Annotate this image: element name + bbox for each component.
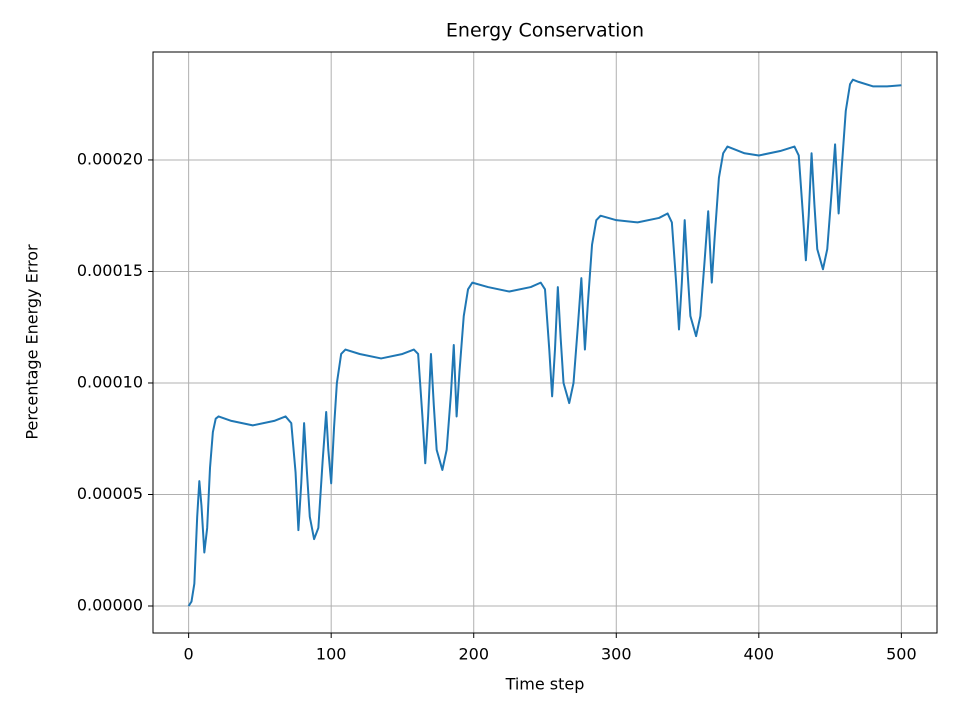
y-tick-label: 0.00010 [77, 372, 143, 391]
x-axis-label: Time step [505, 675, 585, 694]
x-tick-label: 400 [744, 645, 775, 664]
y-axis-label: Percentage Energy Error [23, 244, 42, 440]
y-tick-label: 0.00000 [77, 596, 143, 615]
plot-frame [152, 51, 938, 634]
data-line [187, 78, 902, 607]
y-tick-label: 0.00020 [77, 149, 143, 168]
x-tick-label: 500 [886, 645, 917, 664]
chart-title: Energy Conservation [446, 20, 644, 42]
x-tick-label: 100 [316, 645, 347, 664]
y-tick-label: 0.00015 [77, 261, 143, 280]
y-tick-label: 0.00005 [77, 484, 143, 503]
x-tick-label: 300 [601, 645, 632, 664]
x-tick-label: 200 [458, 645, 489, 664]
x-tick-label: 0 [184, 645, 194, 664]
